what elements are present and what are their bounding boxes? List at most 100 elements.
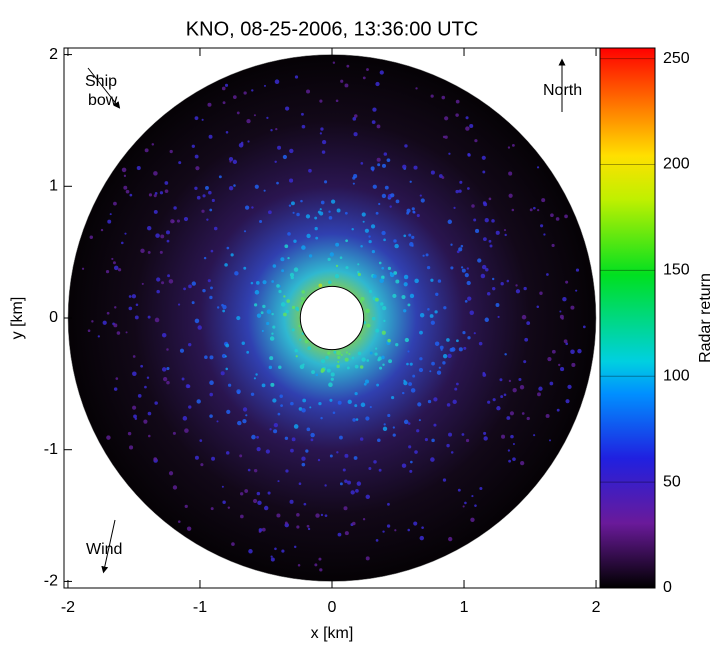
- speckle: [409, 180, 412, 183]
- speckle: [302, 363, 305, 366]
- speckle: [165, 230, 170, 235]
- speckle: [465, 438, 470, 443]
- speckle: [144, 148, 149, 153]
- speckle: [263, 189, 266, 192]
- speckle: [548, 439, 552, 442]
- speckle: [438, 174, 443, 178]
- speckle: [280, 257, 285, 262]
- speckle: [166, 380, 170, 385]
- speckle: [277, 145, 282, 150]
- speckle: [132, 371, 137, 377]
- speckle: [442, 478, 447, 482]
- colorbar-tick-label: 150: [663, 262, 690, 279]
- speckle: [133, 414, 137, 419]
- speckle: [496, 406, 501, 411]
- speckle: [375, 347, 378, 350]
- speckle: [460, 266, 464, 269]
- speckle: [387, 413, 391, 418]
- speckle: [178, 161, 182, 165]
- speckle: [359, 337, 362, 340]
- speckle: [186, 526, 192, 531]
- speckle: [342, 468, 346, 472]
- speckle: [184, 428, 189, 433]
- speckle: [299, 364, 305, 370]
- speckle: [328, 216, 333, 220]
- speckle: [280, 404, 283, 408]
- speckle: [457, 488, 461, 492]
- speckle: [289, 272, 295, 278]
- speckle: [351, 356, 355, 360]
- speckle: [431, 361, 435, 366]
- speckle: [321, 359, 326, 364]
- speckle: [278, 289, 282, 294]
- speckle: [148, 193, 153, 197]
- speckle: [117, 268, 122, 272]
- speckle: [478, 341, 483, 346]
- speckle: [336, 364, 340, 369]
- speckle: [364, 228, 369, 233]
- speckle: [320, 513, 324, 517]
- speckle: [271, 312, 274, 316]
- speckle: [113, 201, 117, 206]
- speckle: [320, 369, 324, 373]
- speckle: [330, 199, 336, 204]
- speckle: [419, 194, 422, 197]
- speckle: [310, 438, 314, 442]
- speckle: [295, 306, 299, 311]
- speckle: [134, 417, 138, 420]
- speckle: [284, 106, 290, 111]
- speckle: [120, 241, 124, 245]
- speckle: [224, 83, 229, 87]
- speckle: [489, 244, 493, 248]
- speckle: [210, 286, 213, 290]
- speckle: [285, 309, 289, 314]
- speckle: [484, 218, 489, 223]
- speckle: [337, 356, 341, 360]
- speckle: [378, 468, 382, 472]
- speckle: [372, 107, 377, 112]
- speckle: [562, 297, 567, 302]
- speckle: [290, 275, 294, 280]
- speckle: [442, 354, 448, 359]
- speckle: [430, 170, 435, 175]
- speckle: [419, 312, 425, 318]
- speckle: [308, 168, 312, 173]
- speckle: [545, 413, 550, 418]
- speckle: [467, 336, 471, 340]
- speckle: [352, 418, 356, 422]
- speckle: [191, 281, 196, 286]
- speckle: [442, 135, 446, 139]
- speckle: [270, 129, 273, 132]
- speckle: [410, 388, 416, 393]
- y-tick-label: 1: [49, 178, 58, 195]
- speckle: [407, 528, 411, 532]
- speckle: [328, 382, 333, 388]
- colorbar: [600, 48, 655, 588]
- speckle: [366, 323, 371, 328]
- speckle: [246, 118, 251, 124]
- speckle: [450, 451, 454, 454]
- speckle: [564, 214, 568, 219]
- y-tick-label: -2: [44, 573, 58, 590]
- speckle: [207, 279, 211, 283]
- speckle: [455, 189, 459, 194]
- speckle: [251, 206, 254, 209]
- speckle: [450, 266, 454, 270]
- speckle: [301, 290, 305, 294]
- x-tick-label: 0: [328, 599, 337, 616]
- speckle: [368, 289, 372, 294]
- speckle: [320, 416, 323, 420]
- speckle: [425, 253, 429, 257]
- speckle: [305, 214, 311, 219]
- speckle: [467, 153, 471, 157]
- speckle: [196, 399, 201, 404]
- speckle: [318, 557, 322, 561]
- speckle: [354, 404, 358, 408]
- y-tick-label: -1: [44, 441, 58, 458]
- speckle: [407, 303, 411, 307]
- speckle: [221, 485, 224, 488]
- speckle: [577, 348, 582, 354]
- speckle: [559, 310, 562, 313]
- speckle: [409, 242, 414, 247]
- speckle: [453, 206, 456, 209]
